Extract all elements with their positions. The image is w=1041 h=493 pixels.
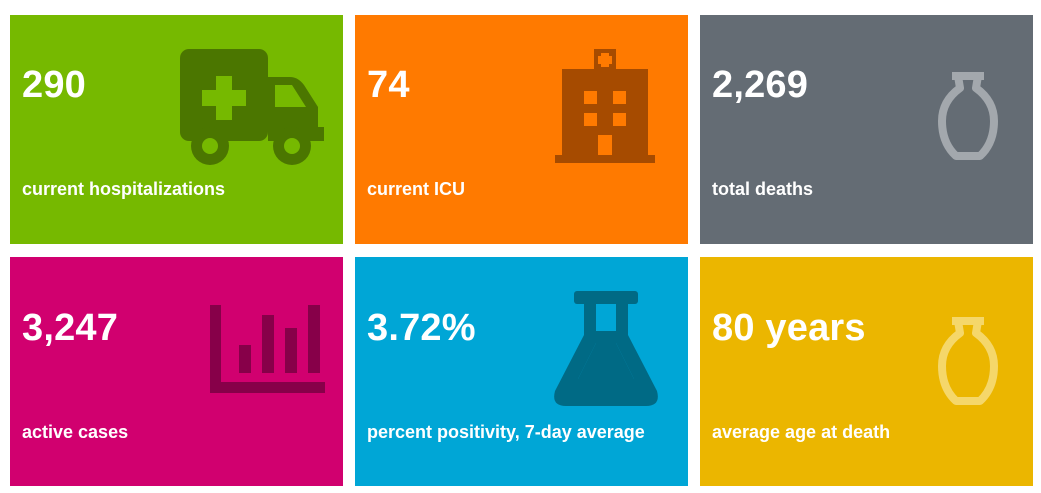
stat-tile-active-cases: 3,247 active cases [10, 257, 343, 486]
hospitalizations-label: current hospitalizations [22, 178, 225, 200]
icu-label: current ICU [367, 178, 465, 200]
positivity-label: percent positivity, 7-day average [367, 421, 645, 443]
stat-tile-icu: 74 current ICU [355, 15, 688, 244]
stat-tile-deaths: 2,269 total deaths [700, 15, 1033, 244]
flask-icon [554, 291, 658, 409]
urn-icon [936, 316, 1000, 406]
urn-icon [936, 71, 1000, 161]
average-age-label: average age at death [712, 421, 890, 443]
ambulance-icon [180, 49, 324, 165]
stat-tile-hospitalizations: 290 current hospitalizations [10, 15, 343, 244]
active-cases-value: 3,247 [22, 306, 118, 350]
positivity-value: 3.72% [367, 306, 476, 350]
bar-chart-icon [210, 305, 325, 393]
stat-tile-average-age: 80 years average age at death [700, 257, 1033, 486]
hospitalizations-value: 290 [22, 63, 86, 107]
deaths-value: 2,269 [712, 63, 808, 107]
stats-grid: 290 current hospitalizations 74 current … [10, 15, 1033, 488]
hospital-icon [555, 49, 655, 165]
average-age-value: 80 years [712, 306, 866, 350]
deaths-label: total deaths [712, 178, 813, 200]
icu-value: 74 [367, 63, 410, 107]
active-cases-label: active cases [22, 421, 128, 443]
stat-tile-positivity: 3.72% percent positivity, 7-day average [355, 257, 688, 486]
